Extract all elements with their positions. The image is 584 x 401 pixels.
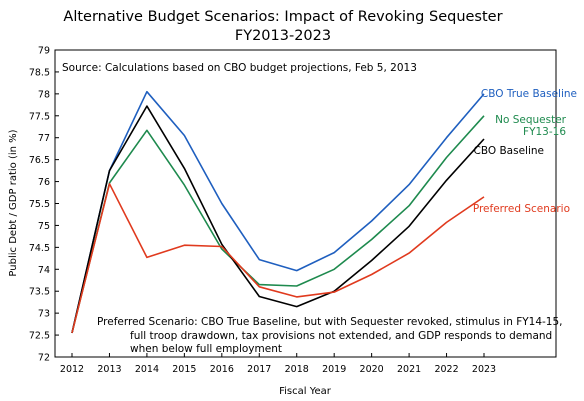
x-tick-label: 2023 xyxy=(472,364,496,375)
series-line xyxy=(71,115,485,334)
footnote-line-3: when below full employment xyxy=(130,343,282,355)
y-tick-label: 76 xyxy=(38,177,50,188)
x-tick-label: 2021 xyxy=(397,364,421,375)
x-tick-label: 2012 xyxy=(60,364,84,375)
series-label-line: No Sequester xyxy=(495,114,567,126)
x-tick-label: 2022 xyxy=(434,364,458,375)
series-label: CBO Baseline xyxy=(474,145,544,157)
y-tick-label: 78 xyxy=(38,89,50,100)
x-tick-label: 2020 xyxy=(360,364,384,375)
x-tick-label: 2017 xyxy=(247,364,271,375)
y-tick-label: 74.5 xyxy=(29,243,50,254)
y-tick-label: 76.5 xyxy=(29,155,50,166)
chart-subtitle: FY2013-2023 xyxy=(235,28,331,44)
y-axis: 72 72.5 73 73.5 74 74.5 75 75.5 76 76.5 77 77.5 78 78… xyxy=(29,46,59,364)
footnote-line-2: full troop drawdown, tax provisions not … xyxy=(130,330,552,342)
x-tick-label: 2016 xyxy=(210,364,234,375)
series-lines xyxy=(71,90,485,334)
y-tick-label: 75 xyxy=(38,221,50,232)
x-axis-title: Fiscal Year xyxy=(279,386,332,397)
series-label-line: FY13-16 xyxy=(523,126,566,138)
series-line xyxy=(71,183,485,334)
y-tick-label: 79 xyxy=(38,46,50,57)
x-tick-label: 2018 xyxy=(285,364,309,375)
series-labels: CBO True Baseline No Sequester FY13-16 CBO … xyxy=(473,88,577,215)
y-tick-label: 72 xyxy=(38,353,50,364)
y-axis-title: Public Debt / GDP ratio (in %) xyxy=(8,129,19,276)
series-line xyxy=(71,90,485,334)
x-tick-label: 2015 xyxy=(172,364,196,375)
y-tick-label: 72.5 xyxy=(29,331,50,342)
y-tick-label: 77 xyxy=(38,133,50,144)
chart-title: Alternative Budget Scenarios: Impact of … xyxy=(63,9,502,25)
y-tick-label: 75.5 xyxy=(29,199,50,210)
series-label: No Sequester FY13-16 xyxy=(495,114,567,138)
y-tick-label: 73.5 xyxy=(29,287,50,298)
x-axis: 2012 2013 2014 2015 2016 2017 2018 2019 2020 2021… xyxy=(60,353,496,375)
series-label: CBO True Baseline xyxy=(481,88,577,100)
series-label: Preferred Scenario xyxy=(473,203,570,215)
y-tick-label: 77.5 xyxy=(29,111,50,122)
footnote-line-1: Preferred Scenario: CBO True Baseline, b… xyxy=(97,316,563,328)
y-tick-label: 74 xyxy=(38,265,50,276)
series-line xyxy=(71,105,485,334)
x-tick-label: 2019 xyxy=(322,364,346,375)
source-note: Source: Calculations based on CBO budget… xyxy=(62,62,417,74)
y-tick-label: 78.5 xyxy=(29,67,50,78)
y-tick-label: 73 xyxy=(38,309,50,320)
x-tick-label: 2014 xyxy=(135,364,159,375)
x-tick-label: 2013 xyxy=(97,364,121,375)
